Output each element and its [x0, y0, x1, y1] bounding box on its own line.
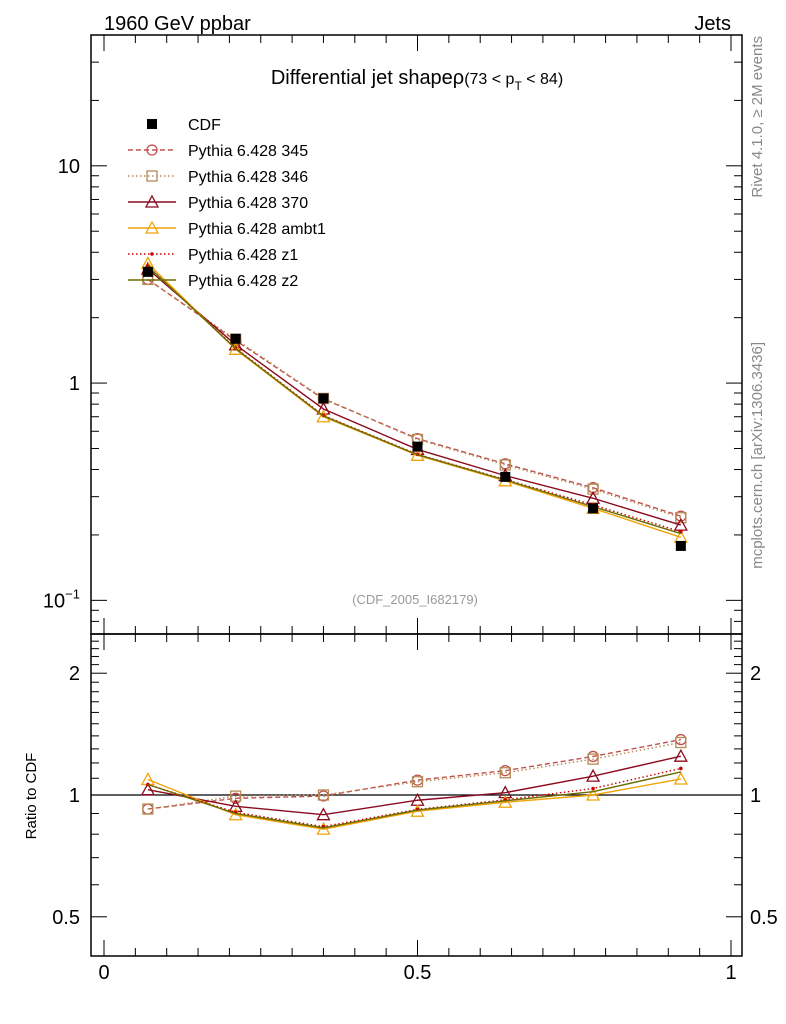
data-point-cdf [412, 441, 423, 452]
data-point-cdf [588, 503, 599, 514]
legend-label: Pythia 6.428 345 [188, 143, 308, 160]
ratio-point-pythia-6-428-346 [675, 736, 687, 749]
header-right: Jets [694, 13, 731, 35]
data-point-cdf [230, 333, 241, 344]
ratio-point-pythia-6-428-370 [140, 782, 155, 796]
legend-marker [146, 170, 158, 182]
ratio-tick-label-right: 2 [750, 663, 761, 685]
ratio-line-pythia-6-428-370 [147, 755, 681, 816]
title-cut-close: < 84) [522, 71, 563, 88]
ratio-point-pythia-6-428-z1 [591, 786, 595, 791]
legend-item-pythia-6-428-345: Pythia 6.428 345 [128, 143, 308, 160]
legend-item-pythia-6-428-ambt1: Pythia 6.428 ambt1 [128, 220, 326, 238]
axis-ticks [91, 34, 742, 956]
series-line-pythia-6-428-z2 [147, 265, 682, 535]
ratio-tick-label-left: 1 [69, 785, 80, 807]
y-tick-label: 10−1 [43, 586, 80, 612]
ratio-point-pythia-6-428-346 [142, 803, 154, 815]
ratio-tick-label-right: 1 [750, 785, 761, 807]
ratio-line-pythia-6-428-ambt1 [147, 778, 681, 830]
x-tick-label: 1 [725, 962, 736, 984]
legend-label: Pythia 6.428 346 [188, 169, 308, 186]
ratio-tick-label-right: 0.5 [750, 907, 778, 929]
series-line-pythia-6-428-345 [147, 278, 682, 517]
data-point-cdf [142, 266, 153, 277]
ratio-point-pythia-6-428-346 [499, 767, 511, 779]
legend-marker [147, 119, 157, 129]
analysis-id: (CDF_2005_I682179) [352, 592, 478, 607]
ratio-point-pythia-6-428-ambt1 [673, 771, 688, 785]
legend-marker [150, 252, 154, 256]
ratio-point-pythia-6-428-346 [317, 789, 330, 801]
title-cut-sub: T [514, 79, 522, 93]
ratio-line-pythia-6-428-345 [147, 738, 681, 810]
series-line-pythia-6-428-ambt1 [147, 263, 682, 538]
data-point-pythia-6-428-ambt1 [410, 447, 425, 461]
ratio-point-pythia-6-428-370 [673, 748, 688, 762]
title-cut-open: (73 < p [464, 71, 514, 88]
legend: CDF Pythia 6.428 345 Pythia 6.428 346 Pythi… [128, 117, 326, 290]
data-point-pythia-6-428-ambt1 [316, 409, 331, 423]
ratio-series [140, 733, 688, 835]
side-label-mcplots: mcplots.cern.ch [arXiv:1306.3436] [749, 342, 766, 569]
legend-label: Pythia 6.428 370 [188, 195, 308, 212]
header-left: 1960 GeV ppbar [104, 13, 251, 35]
legend-label: Pythia 6.428 z1 [188, 247, 298, 264]
data-point-cdf [500, 471, 511, 482]
plot-title: Differential jet shapeρ(73 < pT < 84) [271, 67, 563, 93]
legend-item-pythia-6-428-370: Pythia 6.428 370 [128, 194, 308, 212]
ratio-point-pythia-6-428-z1 [679, 766, 683, 771]
ratio-point-pythia-6-428-ambt1 [316, 821, 331, 835]
data-point-pythia-6-428-346 [675, 512, 687, 524]
legend-label: CDF [188, 117, 221, 134]
ratio-point-pythia-6-428-ambt1 [585, 787, 601, 801]
legend-marker [144, 220, 160, 234]
title-main: Differential jet shapeρ [271, 67, 464, 89]
x-tick-label: 0.5 [404, 962, 432, 984]
data-point-pythia-6-428-ambt1 [228, 341, 243, 355]
legend-marker [144, 194, 160, 208]
legend-item-cdf: CDF [147, 117, 221, 134]
tick-labels: 10−1 1 10 0.5 0.5 1 1 2 2 0 0.5 1 [43, 156, 778, 984]
ratio-point-pythia-6-428-370 [316, 807, 331, 821]
series-line-pythia-6-428-346 [147, 278, 682, 519]
data-point-pythia-6-428-346 [587, 483, 599, 495]
y-tick-label: 1 [69, 373, 80, 395]
main-series [140, 256, 688, 551]
data-point-cdf [318, 393, 329, 404]
y-tick-label: 10 [58, 156, 80, 178]
legend-item-pythia-6-428-z2: Pythia 6.428 z2 [128, 273, 298, 290]
svg-text:Differential jet shapeρ(73 < p: Differential jet shapeρ(73 < pT < 84) [271, 67, 563, 93]
ratio-point-pythia-6-428-346 [587, 753, 599, 765]
legend-item-pythia-6-428-z1: Pythia 6.428 z1 [128, 247, 298, 264]
ratio-point-pythia-6-428-370 [498, 785, 513, 799]
legend-marker [146, 144, 158, 156]
ratio-tick-label-left: 2 [69, 663, 80, 685]
legend-label: Pythia 6.428 ambt1 [188, 221, 326, 238]
ratio-ylabel: Ratio to CDF [23, 753, 40, 840]
series-line-pythia-6-428-370 [147, 268, 682, 526]
ratio-tick-label-left: 0.5 [52, 907, 80, 929]
legend-label: Pythia 6.428 z2 [188, 273, 298, 290]
legend-item-pythia-6-428-346: Pythia 6.428 346 [128, 169, 308, 186]
x-tick-label: 0 [98, 962, 109, 984]
data-point-cdf [675, 540, 686, 551]
ratio-point-pythia-6-428-370 [585, 768, 601, 782]
ratio-line-pythia-6-428-z2 [147, 771, 681, 829]
ratio-line-pythia-6-428-346 [147, 741, 681, 810]
ratio-point-pythia-6-428-346 [411, 776, 424, 788]
side-label-rivet: Rivet 4.1.0, ≥ 2M events [749, 36, 766, 198]
